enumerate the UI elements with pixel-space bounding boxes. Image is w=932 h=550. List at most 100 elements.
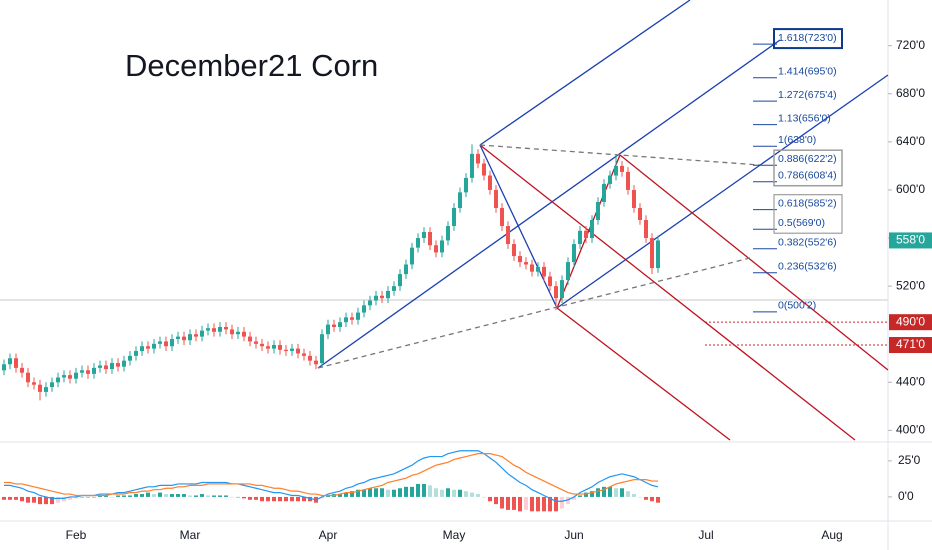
candle-body <box>392 286 396 291</box>
candle-body <box>608 175 612 184</box>
histogram-bar <box>482 496 486 498</box>
dashed-line <box>317 257 751 369</box>
candle-body <box>182 336 186 341</box>
histogram-bar <box>236 496 240 498</box>
candle-body <box>278 345 282 350</box>
histogram-bar <box>290 496 294 502</box>
histogram-bar <box>596 488 600 497</box>
fib-label: 1(638'0) <box>778 134 816 146</box>
candle-body <box>368 300 372 306</box>
histogram-bar <box>86 496 90 498</box>
candle-body <box>74 372 78 379</box>
histogram-bar <box>194 495 198 497</box>
histogram-bar <box>554 496 558 512</box>
candle-body <box>440 240 444 253</box>
candle-body <box>266 346 270 349</box>
histogram-bar <box>14 496 18 500</box>
candle-body <box>194 334 198 337</box>
histogram-bar <box>434 488 438 497</box>
candle-body <box>212 328 216 332</box>
candle-body <box>374 295 378 301</box>
candle-body <box>248 336 252 342</box>
candle-body <box>338 322 342 327</box>
histogram-bar <box>464 491 468 497</box>
candle-body <box>476 153 480 164</box>
candle-body <box>146 346 150 349</box>
histogram-bar <box>158 492 162 497</box>
candle-body <box>134 351 138 356</box>
histogram-bar <box>584 492 588 497</box>
candle-body <box>98 365 102 368</box>
histogram-bar <box>242 496 246 499</box>
histogram-bar <box>338 494 342 497</box>
candle-body <box>242 331 246 337</box>
histogram-bar <box>470 492 474 497</box>
candle-body <box>398 274 402 287</box>
histogram-bar <box>98 495 102 497</box>
histogram-bar <box>152 494 156 497</box>
candle-body <box>206 328 210 331</box>
y-tick-label: 0'0 <box>898 489 914 503</box>
candle-body <box>320 334 324 364</box>
histogram-bar <box>506 496 510 510</box>
histogram-bar <box>494 496 498 505</box>
y-tick-label: 640'0 <box>896 134 925 148</box>
candle-body <box>32 382 36 385</box>
histogram-bar <box>428 485 432 497</box>
histogram-bar <box>518 496 522 512</box>
candle-body <box>644 220 648 239</box>
candle-body <box>590 220 594 239</box>
histogram-bar <box>2 496 6 500</box>
highlight-box <box>773 28 843 50</box>
candle-body <box>626 171 630 190</box>
candle-body <box>230 329 234 335</box>
candle-body <box>92 367 96 374</box>
candle-body <box>200 330 204 337</box>
candle-body <box>518 256 522 263</box>
candle-body <box>86 370 90 374</box>
candle-body <box>572 244 576 263</box>
histogram-bar <box>206 495 210 497</box>
candle-body <box>290 348 294 352</box>
histogram-bar <box>38 496 42 505</box>
histogram-bar <box>356 489 360 497</box>
histogram-bar <box>284 496 288 502</box>
histogram-bar <box>164 494 168 497</box>
histogram-bar <box>20 496 24 502</box>
candle-body <box>656 240 660 269</box>
histogram-bar <box>62 496 66 502</box>
histogram-bar <box>74 496 78 499</box>
histogram-bar <box>560 496 564 509</box>
histogram-bar <box>446 488 450 497</box>
x-tick-label: Aug <box>821 528 842 542</box>
histogram-bar <box>572 496 576 500</box>
price-label-box <box>889 232 932 249</box>
trend-line <box>317 39 781 369</box>
candle-body <box>38 384 42 392</box>
candle-body <box>14 358 18 368</box>
histogram-bar <box>368 488 372 497</box>
candle-body <box>506 226 510 245</box>
candle-body <box>122 360 126 367</box>
histogram-bar <box>380 488 384 497</box>
candle-body <box>164 341 168 347</box>
histogram-bar <box>608 486 612 497</box>
candle-body <box>284 349 288 352</box>
candle-body <box>464 177 468 193</box>
histogram-bar <box>530 496 534 512</box>
candle-body <box>56 377 60 383</box>
y-tick-label: 400'0 <box>896 423 925 437</box>
histogram-bar <box>260 496 264 502</box>
histogram-bar <box>170 494 174 497</box>
histogram-bar <box>452 489 456 497</box>
candle-body <box>62 375 66 378</box>
histogram-bar <box>104 495 108 497</box>
dashed-line <box>479 144 761 166</box>
histogram-bar <box>50 496 54 505</box>
price-label-box <box>889 314 932 331</box>
candle-body <box>530 264 534 272</box>
fib-label: 1.272(675'4) <box>778 89 837 101</box>
candle-body <box>416 238 420 248</box>
pitchfork <box>317 0 889 441</box>
